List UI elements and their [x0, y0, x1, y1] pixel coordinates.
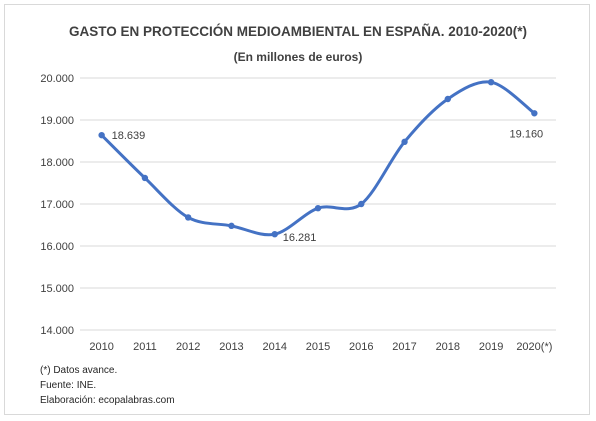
x-tick-label: 2012 [176, 341, 200, 353]
chart-subtitle: (En millones de euros) [234, 50, 363, 64]
y-tick-label: 19.000 [40, 115, 74, 127]
data-point-2020(*) [531, 110, 538, 117]
data-points [98, 79, 538, 238]
data-point-2019 [487, 79, 495, 86]
gridlines [80, 77, 556, 331]
data-point-2011 [141, 174, 149, 182]
y-tick-label: 16.000 [40, 241, 74, 253]
x-tick-label: 2013 [219, 341, 243, 353]
chart-title: GASTO EN PROTECCIÓN MEDIOAMBIENTAL EN ES… [69, 24, 527, 39]
data-point-2013 [228, 222, 235, 230]
x-tick-label: 2011 [133, 341, 157, 353]
x-tick-label: 2010 [89, 341, 113, 353]
note-elaboracion: Elaboración: ecopalabras.com [40, 395, 175, 406]
note-fuente: Fuente: INE. [40, 380, 97, 391]
data-point-2012 [184, 214, 192, 221]
chart-frame [4, 4, 590, 415]
y-axis: 14.000 15.000 16.000 17.000 18.000 19.000 20.0… [40, 73, 74, 337]
x-tick-label: 2018 [436, 341, 460, 353]
data-point-2017 [401, 138, 408, 146]
series-line [100, 80, 536, 237]
data-label: 19.160 [510, 128, 544, 140]
y-tick-label: 20.000 [40, 73, 74, 85]
data-point-2014 [271, 230, 278, 238]
y-tick-label: 15.000 [40, 283, 74, 295]
x-tick-label: 2015 [306, 341, 330, 353]
x-tick-label: 2020(*) [516, 341, 552, 353]
x-tick-label: 2019 [479, 341, 503, 353]
y-tick-label: 14.000 [40, 325, 74, 337]
data-point-2010 [98, 131, 105, 139]
x-axis: 2010 2011 2012 2013 2014 2015 2016 2017 2018 2019… [89, 341, 552, 353]
x-tick-label: 2016 [349, 341, 373, 353]
y-tick-label: 18.000 [40, 157, 74, 169]
data-labels: 18.639 16.281 19.160 [112, 128, 544, 244]
data-label: 18.639 [112, 130, 146, 142]
x-tick-label: 2014 [262, 341, 286, 353]
data-point-2016 [358, 200, 365, 208]
data-label: 16.281 [283, 232, 317, 244]
data-point-2015 [314, 205, 322, 212]
data-point-2018 [444, 95, 452, 103]
note-datos-avance: (*) Datos avance. [40, 365, 118, 376]
x-tick-label: 2017 [392, 341, 416, 353]
y-tick-label: 17.000 [40, 199, 74, 211]
